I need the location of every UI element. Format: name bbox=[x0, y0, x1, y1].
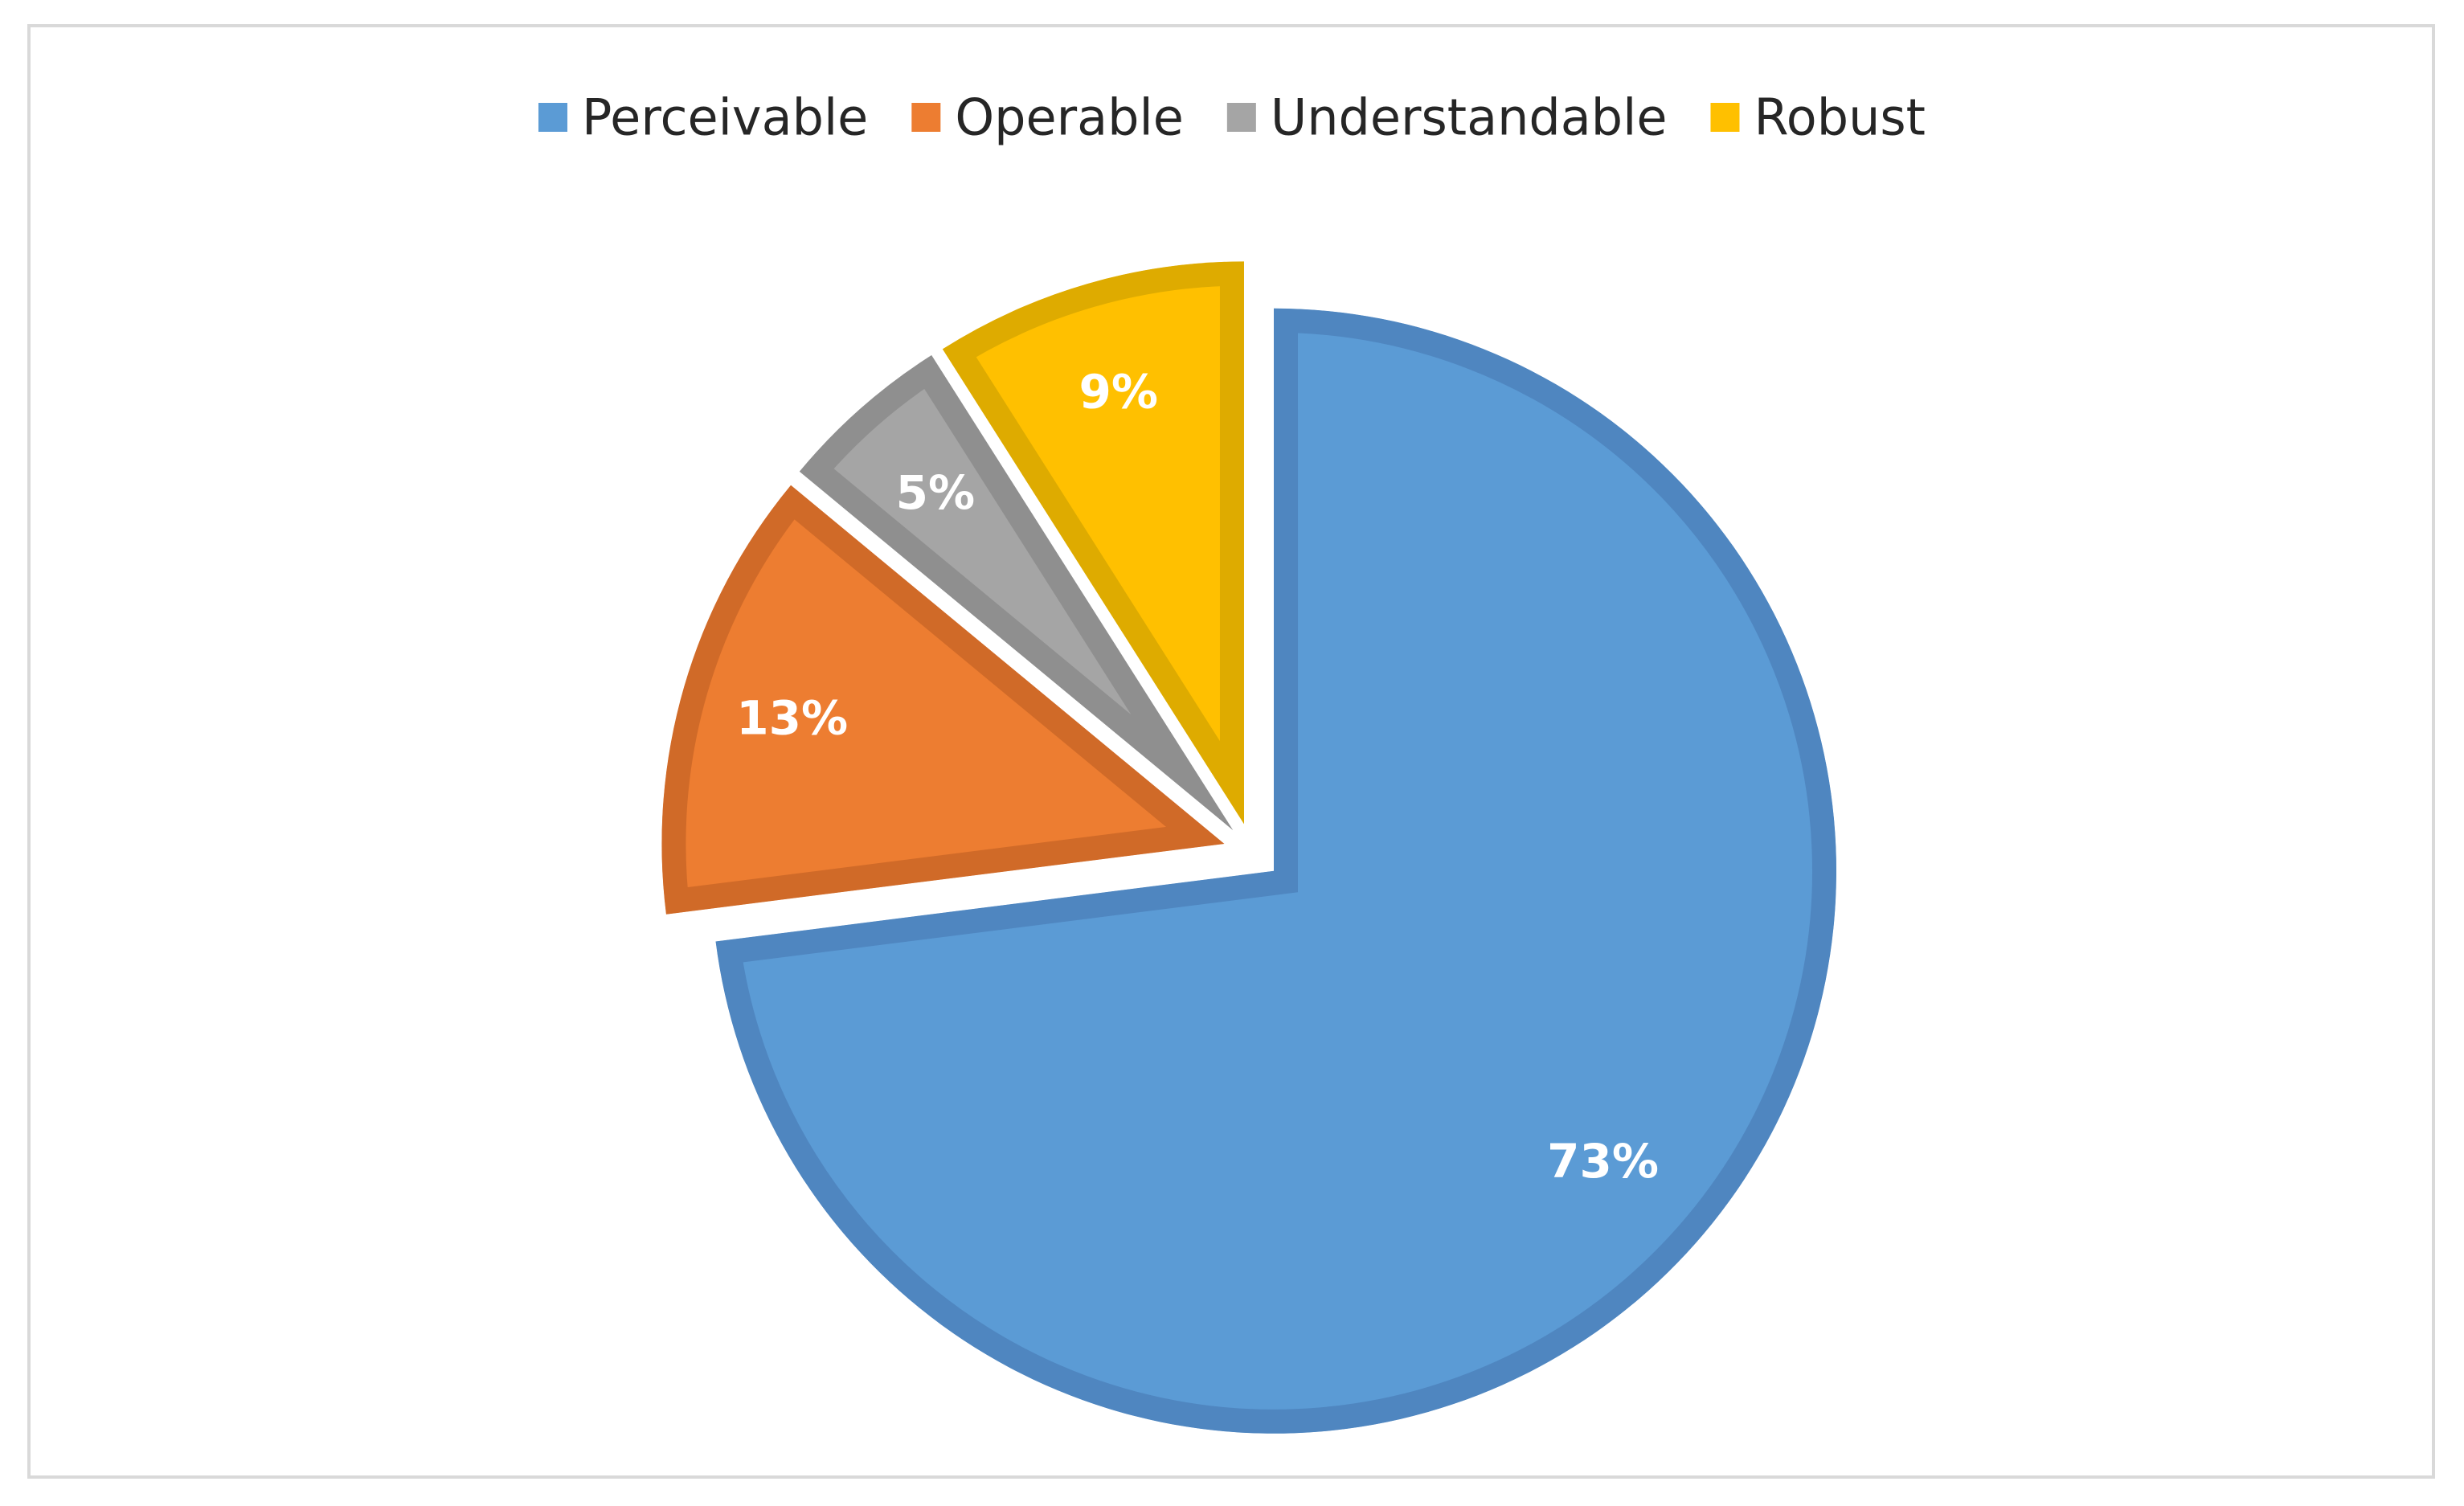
pie-slice-robust bbox=[942, 261, 1244, 825]
legend: Perceivable Operable Understandable Robust bbox=[538, 88, 1926, 147]
legend-label-operable: Operable bbox=[955, 88, 1184, 147]
pie-slices bbox=[661, 261, 1837, 1434]
data-label-understandable: 5% bbox=[896, 465, 975, 520]
legend-label-robust: Robust bbox=[1754, 88, 1926, 147]
legend-item-understandable: Understandable bbox=[1226, 88, 1668, 147]
data-label-perceivable: 73% bbox=[1547, 1134, 1659, 1189]
legend-swatch-understandable bbox=[1226, 103, 1256, 132]
legend-item-robust: Robust bbox=[1710, 88, 1926, 147]
legend-swatch-operable bbox=[911, 103, 941, 132]
pie-slice-operable bbox=[661, 485, 1225, 915]
legend-item-perceivable: Perceivable bbox=[538, 88, 868, 147]
data-label-robust: 9% bbox=[1079, 365, 1157, 419]
legend-swatch-perceivable bbox=[538, 103, 568, 132]
data-label-operable: 13% bbox=[736, 691, 848, 746]
legend-item-operable: Operable bbox=[911, 88, 1184, 147]
legend-swatch-robust bbox=[1710, 103, 1740, 132]
legend-label-understandable: Understandable bbox=[1271, 88, 1668, 147]
data-labels: 73% 13% 5% 9% bbox=[736, 365, 1659, 1189]
legend-label-perceivable: Perceivable bbox=[582, 88, 868, 147]
